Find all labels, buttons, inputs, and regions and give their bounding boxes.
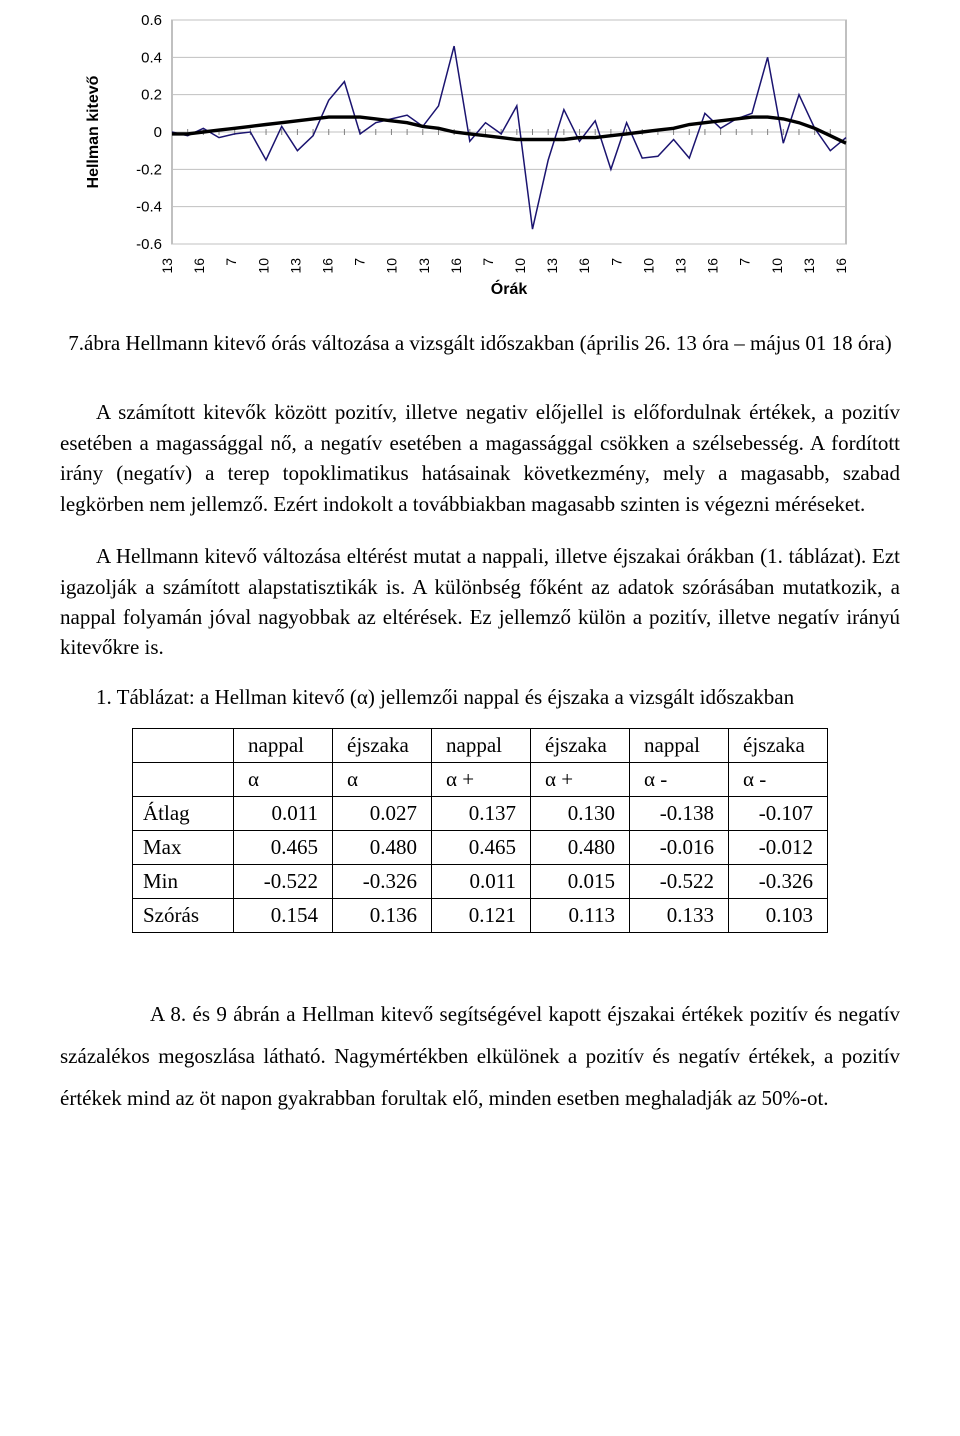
svg-text:7: 7 — [608, 258, 624, 266]
table-header-cell: α + — [432, 762, 531, 796]
svg-text:13: 13 — [416, 258, 432, 274]
svg-text:10: 10 — [384, 258, 400, 274]
svg-text:0.6: 0.6 — [141, 12, 162, 29]
svg-text:13: 13 — [673, 258, 689, 274]
table-cell: -0.138 — [630, 796, 729, 830]
table-header-cell: nappal — [630, 728, 729, 762]
table-row-label: Min — [133, 864, 234, 898]
hellmann-chart: -0.6 -0.4 -0.2 0 0.2 0.4 0.6 13 16 7 10 13 16 7 10 13 16… — [80, 10, 900, 305]
table-header-cell: α + — [531, 762, 630, 796]
paragraph-2: A Hellmann kitevő változása eltérést mut… — [60, 541, 900, 663]
table-cell: 0.465 — [234, 830, 333, 864]
svg-text:16: 16 — [319, 258, 335, 274]
table-header-cell: α - — [729, 762, 828, 796]
table-row-label: Max — [133, 830, 234, 864]
table-header-cell: éjszaka — [333, 728, 432, 762]
figure-caption: 7.ábra Hellmann kitevő órás változása a … — [60, 329, 900, 357]
table-header-cell: α — [333, 762, 432, 796]
table-cell: -0.016 — [630, 830, 729, 864]
table-cell: 0.154 — [234, 898, 333, 932]
table-cell: 0.103 — [729, 898, 828, 932]
table-header-cell: α - — [630, 762, 729, 796]
table-cell: 0.015 — [531, 864, 630, 898]
svg-text:10: 10 — [769, 258, 785, 274]
svg-text:13: 13 — [544, 258, 560, 274]
svg-text:16: 16 — [448, 258, 464, 274]
svg-text:10: 10 — [640, 258, 656, 274]
chart-svg: -0.6 -0.4 -0.2 0 0.2 0.4 0.6 13 16 7 10 13 16 7 10 13 16… — [80, 10, 860, 300]
table-header-cell: α — [234, 762, 333, 796]
table-cell: 0.130 — [531, 796, 630, 830]
table-header-cell: éjszaka — [729, 728, 828, 762]
table-cell: 0.137 — [432, 796, 531, 830]
table-cell: -0.522 — [234, 864, 333, 898]
svg-text:7: 7 — [480, 258, 496, 266]
table-header-cell: nappal — [432, 728, 531, 762]
svg-text:10: 10 — [512, 258, 528, 274]
paragraph-1: A számított kitevők között pozitív, ille… — [60, 397, 900, 519]
table-cell: 0.011 — [432, 864, 531, 898]
table-title: 1. Táblázat: a Hellman kitevő (α) jellem… — [60, 685, 900, 710]
svg-text:13: 13 — [287, 258, 303, 274]
table-cell: 0.480 — [531, 830, 630, 864]
svg-text:0.4: 0.4 — [141, 49, 162, 66]
svg-text:0.2: 0.2 — [141, 87, 162, 104]
table-cell: -0.107 — [729, 796, 828, 830]
svg-text:13: 13 — [801, 258, 817, 274]
stats-table: nappaléjszakanappaléjszakanappaléjszakaα… — [132, 728, 828, 933]
table-header-cell: nappal — [234, 728, 333, 762]
paragraph-3: A 8. és 9 ábrán a Hellman kitevő segítsé… — [60, 993, 900, 1119]
svg-text:Hellman kitevő: Hellman kitevő — [85, 75, 102, 188]
svg-text:13: 13 — [159, 258, 175, 274]
svg-text:10: 10 — [255, 258, 271, 274]
table-row-label: Szórás — [133, 898, 234, 932]
table-cell: 0.121 — [432, 898, 531, 932]
svg-text:-0.4: -0.4 — [136, 199, 162, 216]
svg-text:-0.2: -0.2 — [136, 161, 162, 178]
svg-text:7: 7 — [223, 258, 239, 266]
svg-text:16: 16 — [191, 258, 207, 274]
svg-text:16: 16 — [576, 258, 592, 274]
table-header-cell — [133, 762, 234, 796]
svg-text:Órák: Órák — [491, 279, 528, 298]
table-cell: 0.027 — [333, 796, 432, 830]
svg-text:16: 16 — [705, 258, 721, 274]
table-header-cell — [133, 728, 234, 762]
table-row-label: Átlag — [133, 796, 234, 830]
svg-text:16: 16 — [833, 258, 849, 274]
svg-text:-0.6: -0.6 — [136, 236, 162, 253]
svg-text:7: 7 — [737, 258, 753, 266]
table-cell: 0.113 — [531, 898, 630, 932]
table-cell: 0.133 — [630, 898, 729, 932]
table-cell: 0.136 — [333, 898, 432, 932]
svg-text:7: 7 — [352, 258, 368, 266]
table-cell: -0.326 — [729, 864, 828, 898]
table-cell: -0.012 — [729, 830, 828, 864]
table-cell: -0.522 — [630, 864, 729, 898]
table-cell: 0.480 — [333, 830, 432, 864]
table-cell: -0.326 — [333, 864, 432, 898]
table-cell: 0.465 — [432, 830, 531, 864]
table-cell: 0.011 — [234, 796, 333, 830]
table-header-cell: éjszaka — [531, 728, 630, 762]
svg-text:0: 0 — [154, 124, 162, 141]
